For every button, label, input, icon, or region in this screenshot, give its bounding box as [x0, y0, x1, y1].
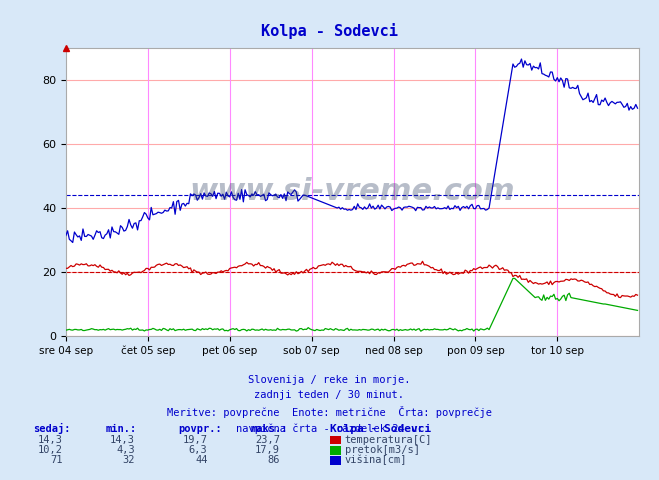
- Text: 19,7: 19,7: [183, 434, 208, 444]
- Text: sedaj:: sedaj:: [33, 423, 71, 434]
- Text: 6,3: 6,3: [189, 444, 208, 455]
- Text: 32: 32: [123, 455, 135, 465]
- Text: www.si-vreme.com: www.si-vreme.com: [190, 178, 515, 206]
- Text: Kolpa - Sodevci: Kolpa - Sodevci: [330, 424, 431, 434]
- Text: Slovenija / reke in morje.
zadnji teden / 30 minut.
Meritve: povprečne  Enote: m: Slovenija / reke in morje. zadnji teden …: [167, 375, 492, 434]
- Text: maks.:: maks.:: [250, 424, 288, 434]
- Text: povpr.:: povpr.:: [178, 424, 221, 434]
- Text: 23,7: 23,7: [255, 434, 280, 444]
- Text: višina[cm]: višina[cm]: [345, 454, 407, 465]
- Text: 10,2: 10,2: [38, 444, 63, 455]
- Text: pretok[m3/s]: pretok[m3/s]: [345, 444, 420, 455]
- Text: 17,9: 17,9: [255, 444, 280, 455]
- Text: min.:: min.:: [105, 424, 136, 434]
- Text: temperatura[C]: temperatura[C]: [345, 434, 432, 444]
- Text: 44: 44: [195, 455, 208, 465]
- Text: 86: 86: [268, 455, 280, 465]
- Text: 14,3: 14,3: [38, 434, 63, 444]
- Text: 71: 71: [50, 455, 63, 465]
- Text: 14,3: 14,3: [110, 434, 135, 444]
- Text: 4,3: 4,3: [117, 444, 135, 455]
- Text: Kolpa - Sodevci: Kolpa - Sodevci: [261, 23, 398, 39]
